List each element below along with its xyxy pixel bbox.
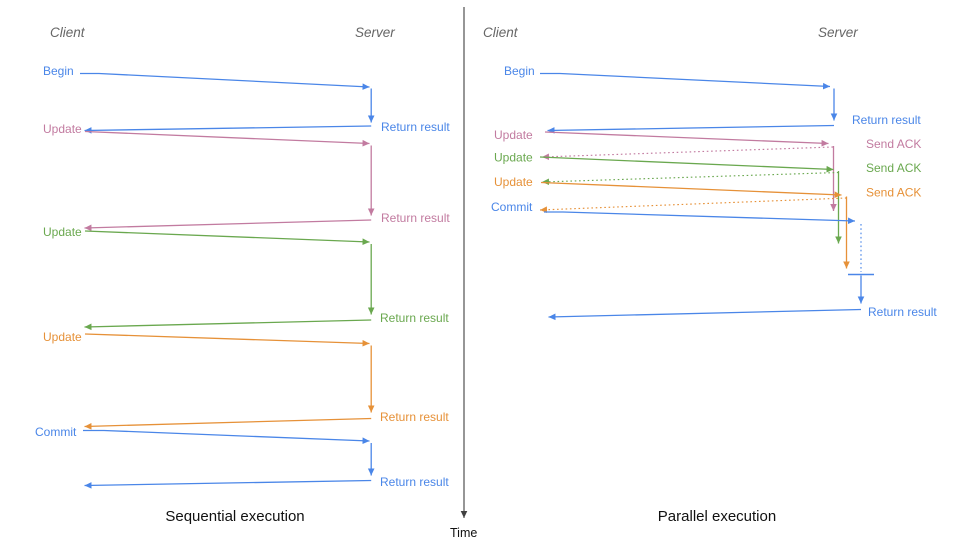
begin-label: Begin (504, 64, 535, 78)
commit-label: Commit (491, 200, 533, 214)
parallel-caption: Parallel execution (658, 508, 776, 525)
update3-label: Update (494, 175, 533, 189)
update1-ack-label: Send ACK (866, 137, 921, 151)
sequential-step-commit: Commit Return result (35, 425, 449, 489)
update1-label: Update (494, 128, 533, 142)
begin-label: Begin (43, 64, 74, 78)
update1-label: Update (43, 122, 82, 136)
sequential-client-header: Client (50, 25, 86, 40)
update2-request-arrow (539, 156, 834, 173)
begin-return-label: Return result (852, 113, 921, 127)
parallel-step-update-3: Update Send ACK (494, 175, 921, 269)
sequential-step-update-2: Update Return result (43, 225, 449, 331)
update1-ack-arrow (541, 146, 834, 161)
parallel-step-begin: Begin Return result (504, 64, 921, 134)
begin-response-arrow (547, 124, 835, 134)
parallel-client-header: Client (483, 25, 519, 40)
update1-return-label: Return result (381, 211, 450, 225)
commit-response-arrow (84, 479, 372, 489)
commit-return-label: Return result (868, 305, 937, 319)
parallel-step-update-2: Update Send ACK (494, 151, 921, 244)
update2-ack-arrow (541, 171, 839, 186)
time-axis: Time (450, 7, 477, 540)
sequential-caption: Sequential execution (165, 508, 304, 525)
sequential-server-header: Server (355, 25, 395, 40)
update2-response-arrow (84, 319, 372, 331)
update1-response-arrow (84, 219, 372, 232)
update3-request-arrow (84, 333, 370, 347)
parallel-server-header: Server (818, 25, 858, 40)
time-axis-label: Time (450, 526, 477, 540)
begin-response-arrow (84, 125, 372, 134)
update2-label: Update (43, 225, 82, 239)
parallel-step-commit: Commit Return result (491, 200, 937, 321)
update3-return-label: Return result (380, 410, 449, 424)
begin-request-arrow (80, 72, 370, 90)
commit-label: Commit (35, 425, 77, 439)
update2-ack-label: Send ACK (866, 161, 921, 175)
parallel-panel: Client Server Begin Return result Update… (483, 25, 937, 525)
update2-label: Update (494, 151, 533, 165)
update1-request-arrow (84, 130, 370, 147)
sequential-step-begin: Begin Return result (43, 64, 450, 134)
sequential-panel: Client Server Begin Return result Update… (35, 25, 450, 525)
sequential-step-update-1: Update Return result (43, 122, 450, 232)
commit-return-label: Return result (380, 475, 449, 489)
update2-request-arrow (84, 230, 370, 246)
update3-ack-arrow (539, 197, 847, 214)
begin-request-arrow (540, 72, 831, 90)
sequential-step-update-3: Update Return result (43, 330, 449, 430)
update1-request-arrow (544, 131, 829, 147)
update3-ack-label: Send ACK (866, 186, 921, 200)
commit-request-arrow (83, 429, 370, 445)
update3-request-arrow (540, 181, 842, 199)
commit-response-arrow (548, 308, 862, 321)
parallel-step-update-1: Update Send ACK (494, 128, 921, 211)
update2-return-label: Return result (380, 311, 449, 325)
begin-return-label: Return result (381, 120, 450, 134)
update3-response-arrow (84, 417, 372, 430)
update3-label: Update (43, 330, 82, 344)
commit-request-arrow (544, 211, 856, 225)
